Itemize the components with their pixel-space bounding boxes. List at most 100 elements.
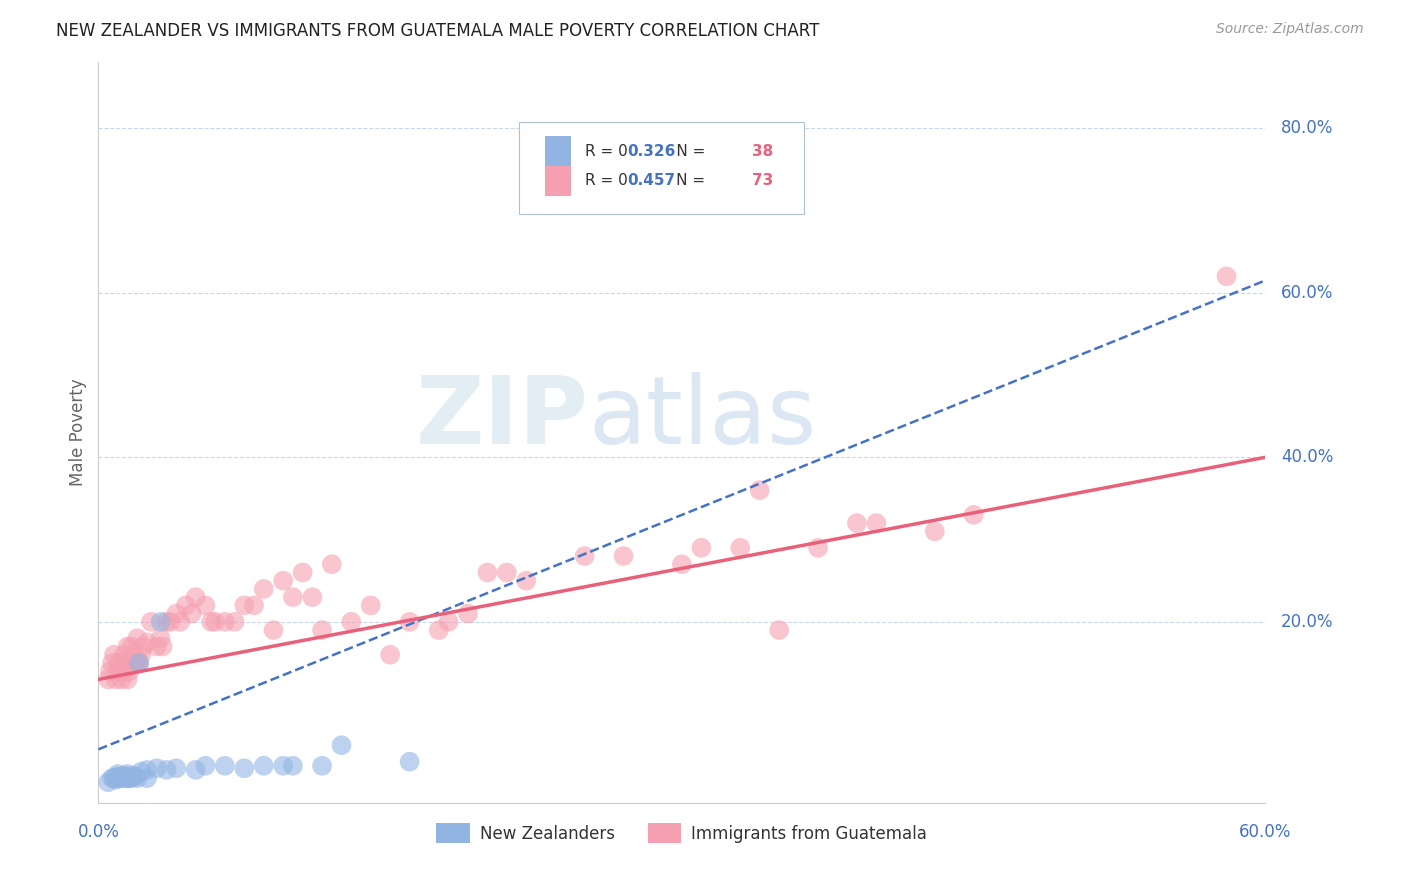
Point	[107, 664, 129, 678]
Point	[768, 623, 790, 637]
Point	[281, 590, 304, 604]
Text: 0.326: 0.326	[627, 144, 675, 159]
Point	[111, 769, 134, 783]
Point	[748, 483, 770, 498]
Point	[690, 541, 713, 555]
Point	[233, 599, 256, 613]
Point	[194, 599, 217, 613]
Point	[271, 758, 294, 772]
Point	[865, 516, 887, 530]
Point	[340, 615, 363, 629]
Point	[127, 656, 149, 670]
Point	[98, 664, 121, 678]
Point	[118, 664, 141, 678]
Point	[121, 640, 143, 654]
Text: Source: ZipAtlas.com: Source: ZipAtlas.com	[1216, 22, 1364, 37]
Point	[117, 767, 139, 781]
Text: atlas: atlas	[589, 372, 817, 464]
Point	[457, 607, 479, 621]
Point	[112, 648, 135, 662]
Point	[112, 664, 135, 678]
Point	[165, 761, 187, 775]
Text: 20.0%: 20.0%	[1281, 613, 1333, 631]
Point	[127, 632, 149, 646]
Point	[184, 590, 207, 604]
Point	[924, 524, 946, 539]
Point	[104, 673, 127, 687]
Point	[962, 508, 984, 522]
Point	[101, 771, 124, 785]
Point	[1215, 269, 1237, 284]
Point	[128, 656, 150, 670]
Point	[807, 541, 830, 555]
Point	[496, 566, 519, 580]
Point	[311, 623, 333, 637]
Point	[477, 566, 499, 580]
Point	[107, 771, 129, 785]
Point	[118, 771, 141, 785]
Point	[398, 615, 420, 629]
Point	[122, 769, 145, 783]
Point	[184, 763, 207, 777]
Point	[398, 755, 420, 769]
Text: 0.0%: 0.0%	[77, 823, 120, 841]
Point	[155, 763, 177, 777]
Point	[846, 516, 869, 530]
Point	[214, 615, 236, 629]
Point	[253, 758, 276, 772]
Point	[262, 623, 284, 637]
Text: NEW ZEALANDER VS IMMIGRANTS FROM GUATEMALA MALE POVERTY CORRELATION CHART: NEW ZEALANDER VS IMMIGRANTS FROM GUATEMA…	[56, 22, 820, 40]
Point	[114, 656, 136, 670]
Point	[129, 648, 152, 662]
Point	[146, 640, 169, 654]
FancyBboxPatch shape	[546, 136, 571, 166]
Point	[117, 771, 139, 785]
Point	[174, 599, 197, 613]
Point	[128, 656, 150, 670]
Point	[132, 640, 155, 654]
Point	[427, 623, 450, 637]
Point	[111, 673, 134, 687]
Text: ZIP: ZIP	[416, 372, 589, 464]
Point	[124, 769, 146, 783]
Point	[194, 758, 217, 772]
Legend: New Zealanders, Immigrants from Guatemala: New Zealanders, Immigrants from Guatemal…	[430, 816, 934, 850]
Point	[330, 738, 353, 752]
Point	[146, 761, 169, 775]
Point	[136, 763, 159, 777]
Point	[107, 656, 129, 670]
Point	[169, 615, 191, 629]
Point	[301, 590, 323, 604]
Point	[149, 615, 172, 629]
Point	[253, 582, 276, 596]
Point	[311, 758, 333, 772]
Point	[121, 771, 143, 785]
Point	[730, 541, 752, 555]
Point	[321, 558, 343, 572]
Point	[117, 640, 139, 654]
Point	[117, 769, 139, 783]
Point	[180, 607, 202, 621]
Point	[136, 771, 159, 785]
Point	[613, 549, 636, 563]
Y-axis label: Male Poverty: Male Poverty	[69, 379, 87, 486]
Point	[380, 648, 402, 662]
Point	[107, 767, 129, 781]
Text: R = 0.457   N =: R = 0.457 N =	[585, 173, 710, 188]
Point	[224, 615, 246, 629]
Point	[97, 775, 120, 789]
Point	[574, 549, 596, 563]
Text: 38: 38	[752, 144, 773, 159]
Point	[671, 558, 693, 572]
Point	[112, 771, 135, 785]
Text: 60.0%: 60.0%	[1239, 823, 1292, 841]
Text: R = 0.326   N =: R = 0.326 N =	[585, 144, 710, 159]
Text: 60.0%: 60.0%	[1281, 284, 1333, 301]
FancyBboxPatch shape	[519, 121, 804, 214]
Point	[108, 771, 131, 785]
Point	[107, 769, 129, 783]
Point	[139, 615, 162, 629]
Point	[97, 673, 120, 687]
Point	[149, 632, 172, 646]
Text: 80.0%: 80.0%	[1281, 120, 1333, 137]
